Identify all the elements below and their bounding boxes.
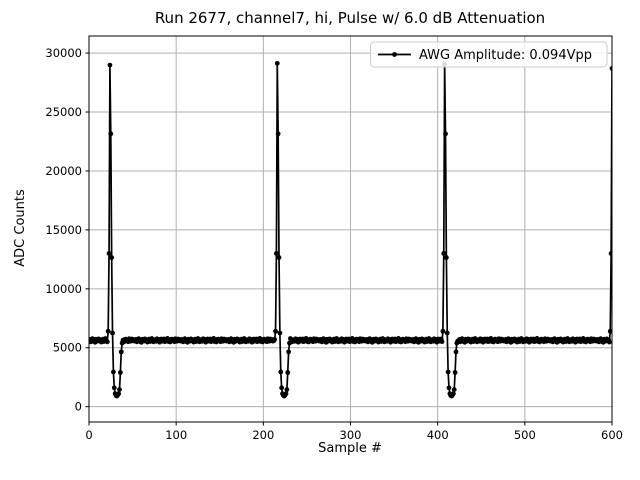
- data-point-marker: [276, 255, 282, 260]
- data-point-marker: [116, 391, 122, 397]
- data-point-marker: [440, 328, 446, 334]
- data-point-marker: [452, 370, 458, 375]
- chart-title: Run 2677, channel7, hi, Pulse w/ 6.0 dB …: [155, 9, 545, 27]
- data-point-marker: [279, 385, 285, 391]
- data-point-marker: [446, 385, 452, 391]
- data-point-marker: [606, 339, 612, 345]
- y-tick-label: 5000: [53, 341, 82, 355]
- x-tick-label: 400: [427, 428, 449, 442]
- data-point-marker: [444, 330, 450, 336]
- x-tick-label: 500: [514, 428, 536, 442]
- data-point-marker: [607, 328, 612, 334]
- data-point-marker: [109, 255, 115, 260]
- y-axis-ticks: 0 5000 10000 15000 20000 25000 30000: [45, 46, 89, 414]
- data-point-marker: [284, 387, 290, 392]
- y-tick-label: 15000: [45, 223, 82, 237]
- data-point-marker: [286, 349, 292, 355]
- y-tick-label: 10000: [45, 282, 82, 296]
- data-point-marker: [609, 66, 612, 71]
- x-tick-label: 0: [85, 428, 92, 442]
- data-point-marker: [275, 131, 281, 137]
- data-series: [89, 60, 612, 399]
- x-axis-label: Sample #: [318, 441, 382, 456]
- x-tick-label: 300: [340, 428, 362, 442]
- data-point-marker: [104, 339, 110, 345]
- data-point-marker: [453, 349, 459, 355]
- data-point-marker: [451, 387, 457, 392]
- data-point-marker: [439, 339, 445, 345]
- y-tick-label: 0: [75, 400, 82, 414]
- data-point-marker: [118, 349, 124, 355]
- data-point-marker: [106, 251, 112, 256]
- data-point-marker: [608, 251, 612, 256]
- data-point-marker: [105, 328, 111, 334]
- data-point-marker: [111, 369, 116, 375]
- x-axis-ticks: 0 100 200 300 400 500 600: [85, 422, 623, 442]
- data-point-marker: [108, 131, 114, 137]
- legend: AWG Amplitude: 0.094Vpp: [370, 41, 608, 68]
- data-point-marker: [445, 369, 451, 375]
- y-tick-label: 30000: [45, 46, 82, 60]
- y-tick-label: 25000: [45, 105, 82, 119]
- data-point-marker: [117, 370, 123, 375]
- data-point-marker: [283, 391, 289, 397]
- data-point-marker: [278, 369, 284, 375]
- legend-label: AWG Amplitude: 0.094Vpp: [419, 48, 592, 63]
- data-point-marker: [110, 330, 115, 336]
- data-point-marker: [285, 370, 291, 375]
- data-point-marker: [117, 387, 122, 392]
- data-point-marker: [450, 391, 456, 397]
- legend-marker-sample: [392, 52, 397, 57]
- y-tick-label: 20000: [45, 164, 82, 178]
- data-point-marker: [277, 330, 283, 336]
- data-point-marker: [443, 255, 449, 260]
- data-point-marker: [443, 131, 448, 137]
- x-tick-label: 100: [165, 428, 187, 442]
- data-point-marker: [107, 62, 113, 68]
- data-point-marker: [273, 328, 278, 334]
- data-point-marker: [274, 251, 279, 256]
- legend-box: [370, 41, 608, 68]
- x-tick-label: 200: [252, 428, 274, 442]
- x-tick-label: 600: [601, 428, 623, 442]
- y-axis-label: ADC Counts: [13, 189, 28, 267]
- data-point-marker: [111, 385, 117, 391]
- data-point-marker: [441, 251, 447, 256]
- data-point-marker: [272, 337, 278, 342]
- data-point-marker: [274, 60, 280, 66]
